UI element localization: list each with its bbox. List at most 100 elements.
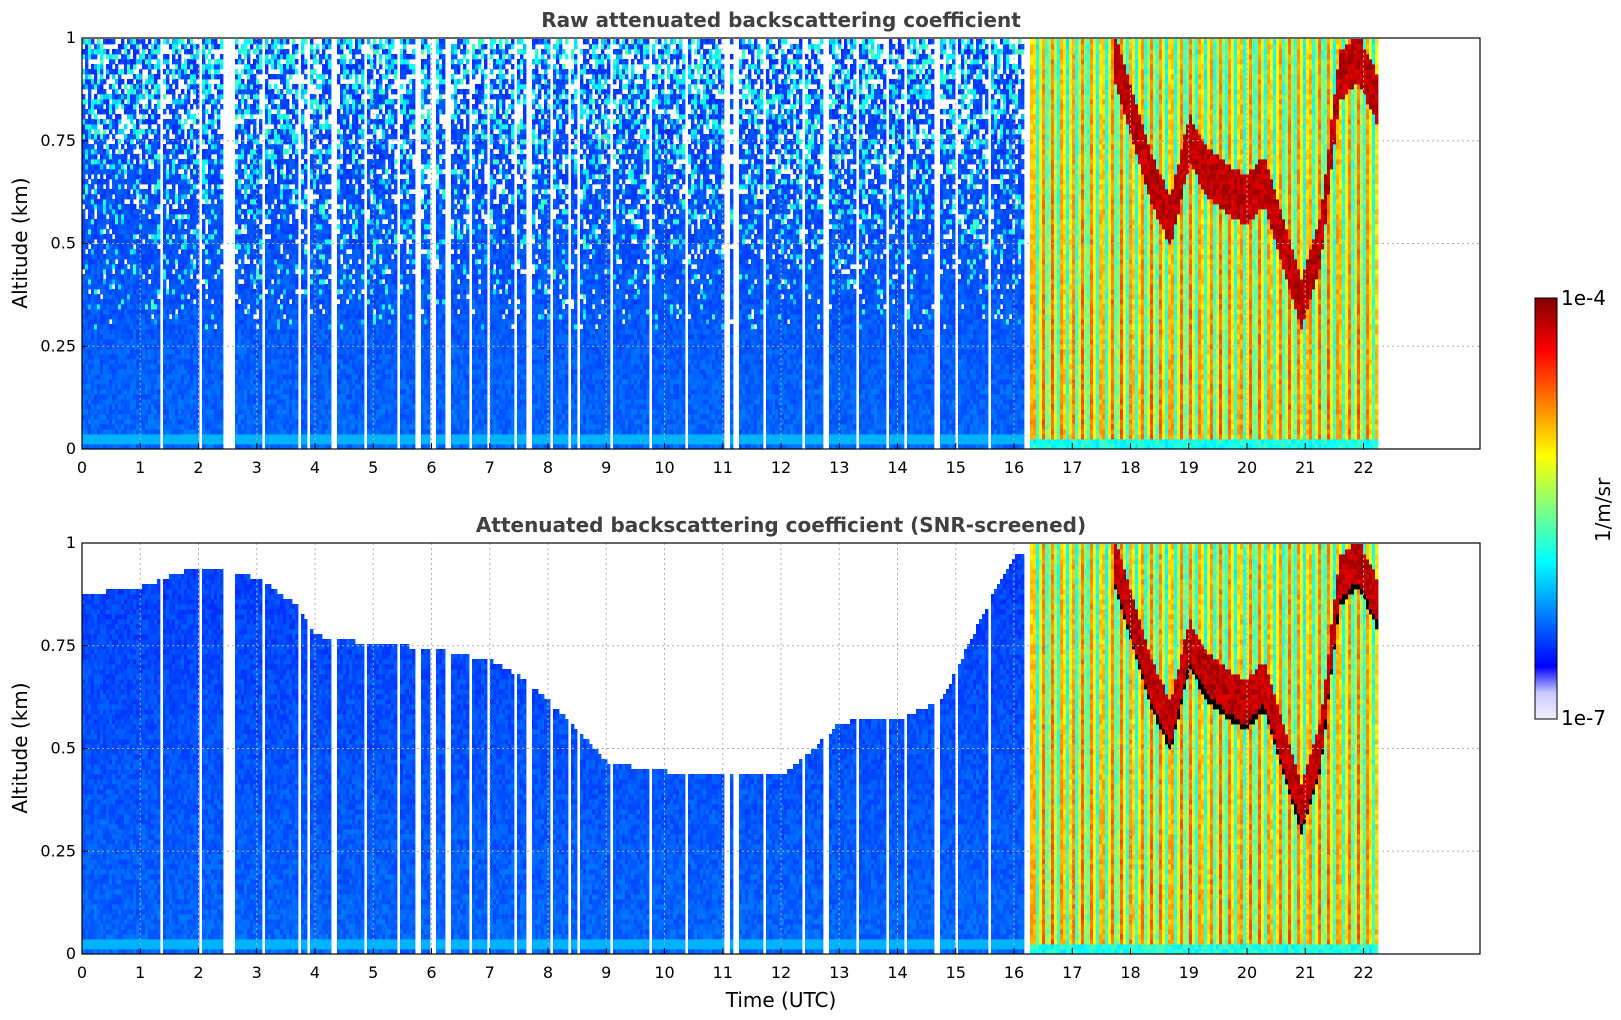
- heatmap-cell: [109, 54, 112, 59]
- heatmap-cell: [103, 334, 106, 339]
- heatmap-cell: [124, 59, 127, 64]
- heatmap-cell: [130, 294, 133, 299]
- heatmap-cell: [85, 229, 88, 234]
- heatmap-cell: [115, 229, 118, 234]
- heatmap-cell: [94, 104, 97, 109]
- heatmap-cell: [130, 164, 133, 169]
- heatmap-cell: [133, 94, 136, 99]
- heatmap-cell: [133, 84, 136, 89]
- heatmap-cell: [118, 174, 121, 179]
- heatmap-cell: [112, 189, 115, 194]
- heatmap-cell: [121, 374, 124, 379]
- heatmap-cell: [112, 214, 115, 219]
- heatmap-cell: [118, 219, 121, 224]
- heatmap-cell: [121, 324, 124, 329]
- heatmap-cell: [100, 189, 103, 194]
- heatmap-cell: [109, 104, 112, 109]
- heatmap-cell: [88, 194, 91, 199]
- heatmap-cell: [100, 319, 103, 324]
- heatmap-cell: [112, 209, 115, 214]
- heatmap-cell: [112, 224, 115, 229]
- heatmap-cell: [118, 169, 121, 174]
- heatmap-cell: [97, 89, 100, 94]
- heatmap-cell: [100, 104, 103, 109]
- heatmap-cell: [118, 149, 121, 154]
- heatmap-cell: [94, 114, 97, 119]
- heatmap-cell: [94, 64, 97, 69]
- heatmap-cell: [133, 109, 136, 114]
- heatmap-cell: [88, 44, 91, 49]
- heatmap-cell: [136, 134, 139, 139]
- heatmap-cell: [88, 134, 91, 139]
- heatmap-cell: [91, 234, 94, 239]
- heatmap-cell: [100, 314, 103, 319]
- heatmap-cell: [136, 174, 139, 179]
- heatmap-cell: [127, 184, 130, 189]
- heatmap-cell: [127, 144, 130, 149]
- heatmap-cell: [124, 324, 127, 329]
- heatmap-cell: [133, 314, 136, 319]
- heatmap-cell: [112, 69, 115, 74]
- heatmap-cell: [100, 54, 103, 59]
- heatmap-cell: [133, 279, 136, 284]
- heatmap-cell: [136, 424, 139, 429]
- heatmap-cell: [121, 224, 124, 229]
- heatmap-cell: [133, 209, 136, 214]
- heatmap-cell: [115, 359, 118, 364]
- heatmap-cell: [130, 384, 133, 389]
- heatmap-cell: [85, 169, 88, 174]
- heatmap-cell: [88, 84, 91, 89]
- heatmap-cell: [103, 89, 106, 94]
- heatmap-cell: [130, 429, 133, 434]
- heatmap-cell: [124, 244, 127, 249]
- heatmap-cell: [130, 159, 133, 164]
- heatmap-cell: [85, 434, 88, 439]
- heatmap-cell: [106, 204, 109, 209]
- heatmap-cell: [103, 269, 106, 274]
- heatmap-cell: [112, 394, 115, 399]
- heatmap-cell: [106, 369, 109, 374]
- heatmap-cell: [85, 329, 88, 334]
- heatmap-cell: [130, 324, 133, 329]
- heatmap-cell: [109, 424, 112, 429]
- heatmap-cell: [118, 329, 121, 334]
- heatmap-cell: [127, 414, 130, 419]
- heatmap-cell: [88, 144, 91, 149]
- heatmap-cell: [136, 304, 139, 309]
- heatmap-cell: [118, 354, 121, 359]
- heatmap-cell: [91, 229, 94, 234]
- heatmap-cell: [91, 379, 94, 384]
- heatmap-cell: [112, 119, 115, 124]
- heatmap-cell: [97, 429, 100, 434]
- heatmap-cell: [97, 84, 100, 89]
- heatmap-cell: [103, 439, 106, 444]
- heatmap-cell: [136, 434, 139, 439]
- heatmap-cell: [85, 134, 88, 139]
- heatmap-cell: [97, 104, 100, 109]
- heatmap-cell: [103, 124, 106, 129]
- heatmap-cell: [88, 39, 91, 44]
- heatmap-cell: [109, 214, 112, 219]
- heatmap-cell: [136, 334, 139, 339]
- heatmap-cell: [127, 409, 130, 414]
- heatmap-cell: [91, 284, 94, 289]
- heatmap-cell: [91, 409, 94, 414]
- heatmap-cell: [88, 249, 91, 254]
- heatmap-cell: [136, 429, 139, 434]
- heatmap-cell: [124, 354, 127, 359]
- heatmap-cell: [121, 389, 124, 394]
- heatmap-cell: [91, 384, 94, 389]
- heatmap-cell: [118, 154, 121, 159]
- heatmap-cell: [112, 179, 115, 184]
- heatmap-cell: [133, 409, 136, 414]
- heatmap-cell: [121, 299, 124, 304]
- heatmap-cell: [127, 179, 130, 184]
- heatmap-cell: [133, 439, 136, 444]
- heatmap-cell: [112, 99, 115, 104]
- heatmap-cell: [124, 304, 127, 309]
- heatmap-cell: [100, 49, 103, 54]
- heatmap-cell: [115, 329, 118, 334]
- heatmap-cell: [97, 109, 100, 114]
- heatmap-cell: [133, 99, 136, 104]
- heatmap-cell: [118, 234, 121, 239]
